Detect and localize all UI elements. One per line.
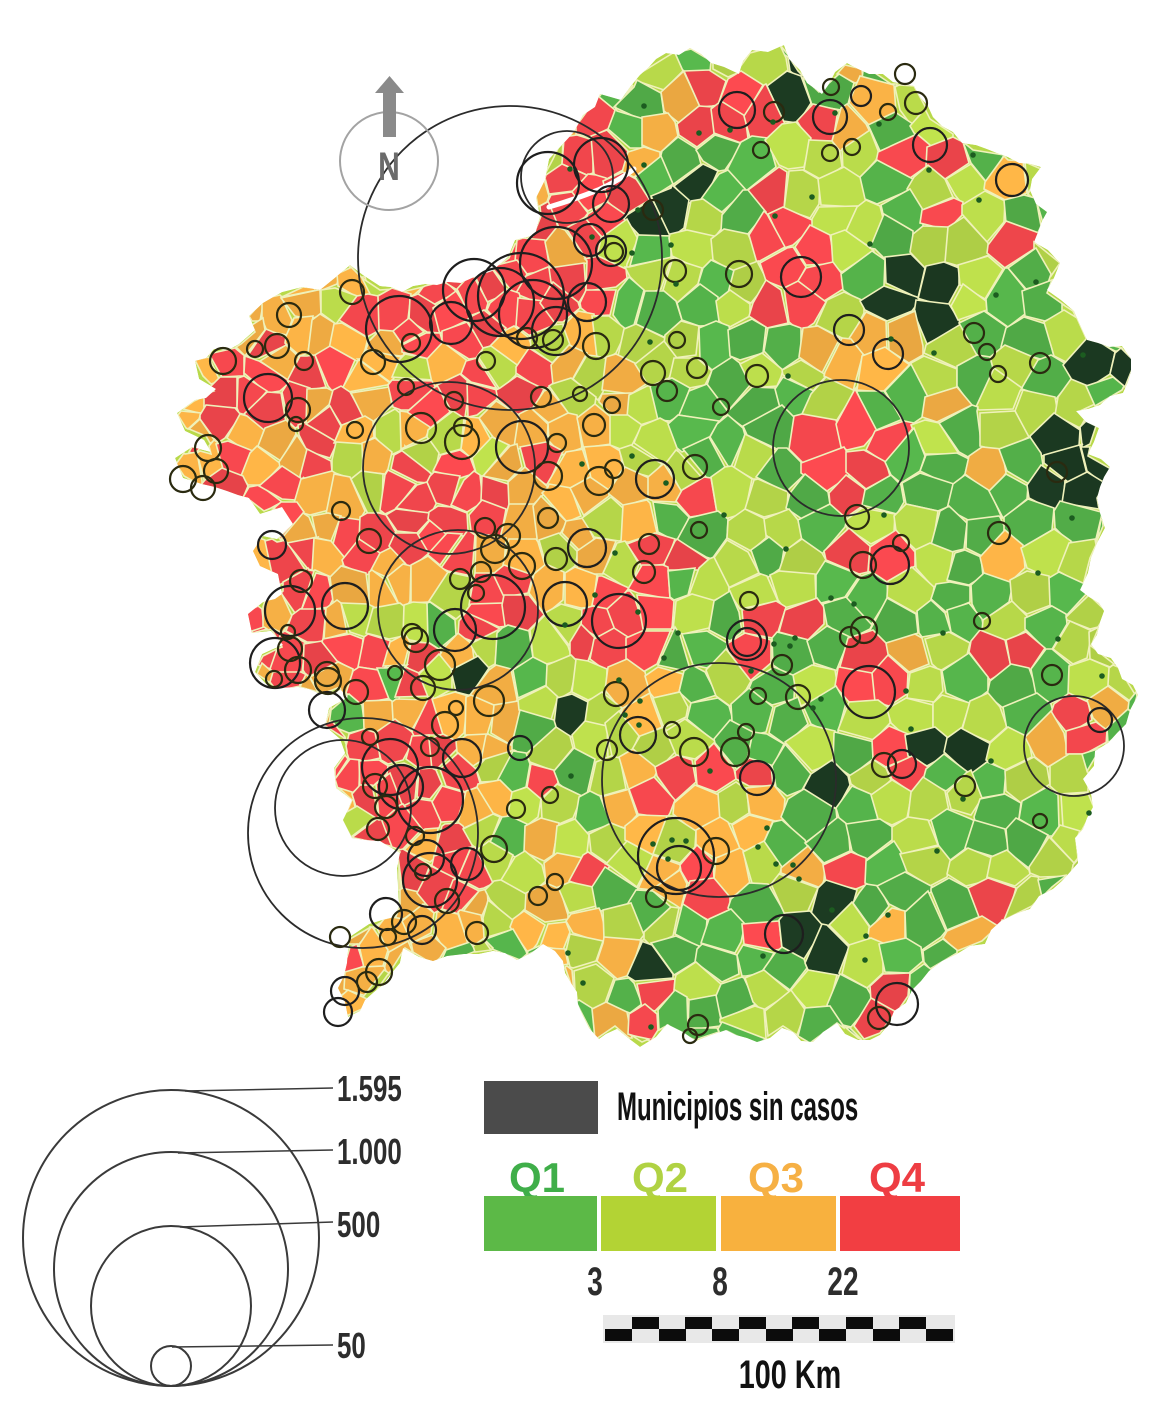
svg-text:Q3: Q3 <box>748 1154 804 1201</box>
svg-text:100 Km: 100 Km <box>739 1352 841 1397</box>
svg-text:Q4: Q4 <box>869 1154 926 1201</box>
svg-text:N: N <box>378 145 400 189</box>
svg-text:8: 8 <box>712 1260 728 1304</box>
svg-text:Municipios sin casos: Municipios sin casos <box>617 1084 858 1129</box>
svg-text:22: 22 <box>827 1260 858 1304</box>
svg-text:3: 3 <box>587 1260 603 1304</box>
svg-text:1.000: 1.000 <box>337 1132 402 1172</box>
svg-text:1.595: 1.595 <box>337 1069 402 1109</box>
svg-text:50: 50 <box>337 1326 366 1366</box>
svg-text:Q1: Q1 <box>509 1154 565 1201</box>
svg-text:500: 500 <box>337 1205 380 1245</box>
svg-text:Q2: Q2 <box>632 1154 688 1201</box>
